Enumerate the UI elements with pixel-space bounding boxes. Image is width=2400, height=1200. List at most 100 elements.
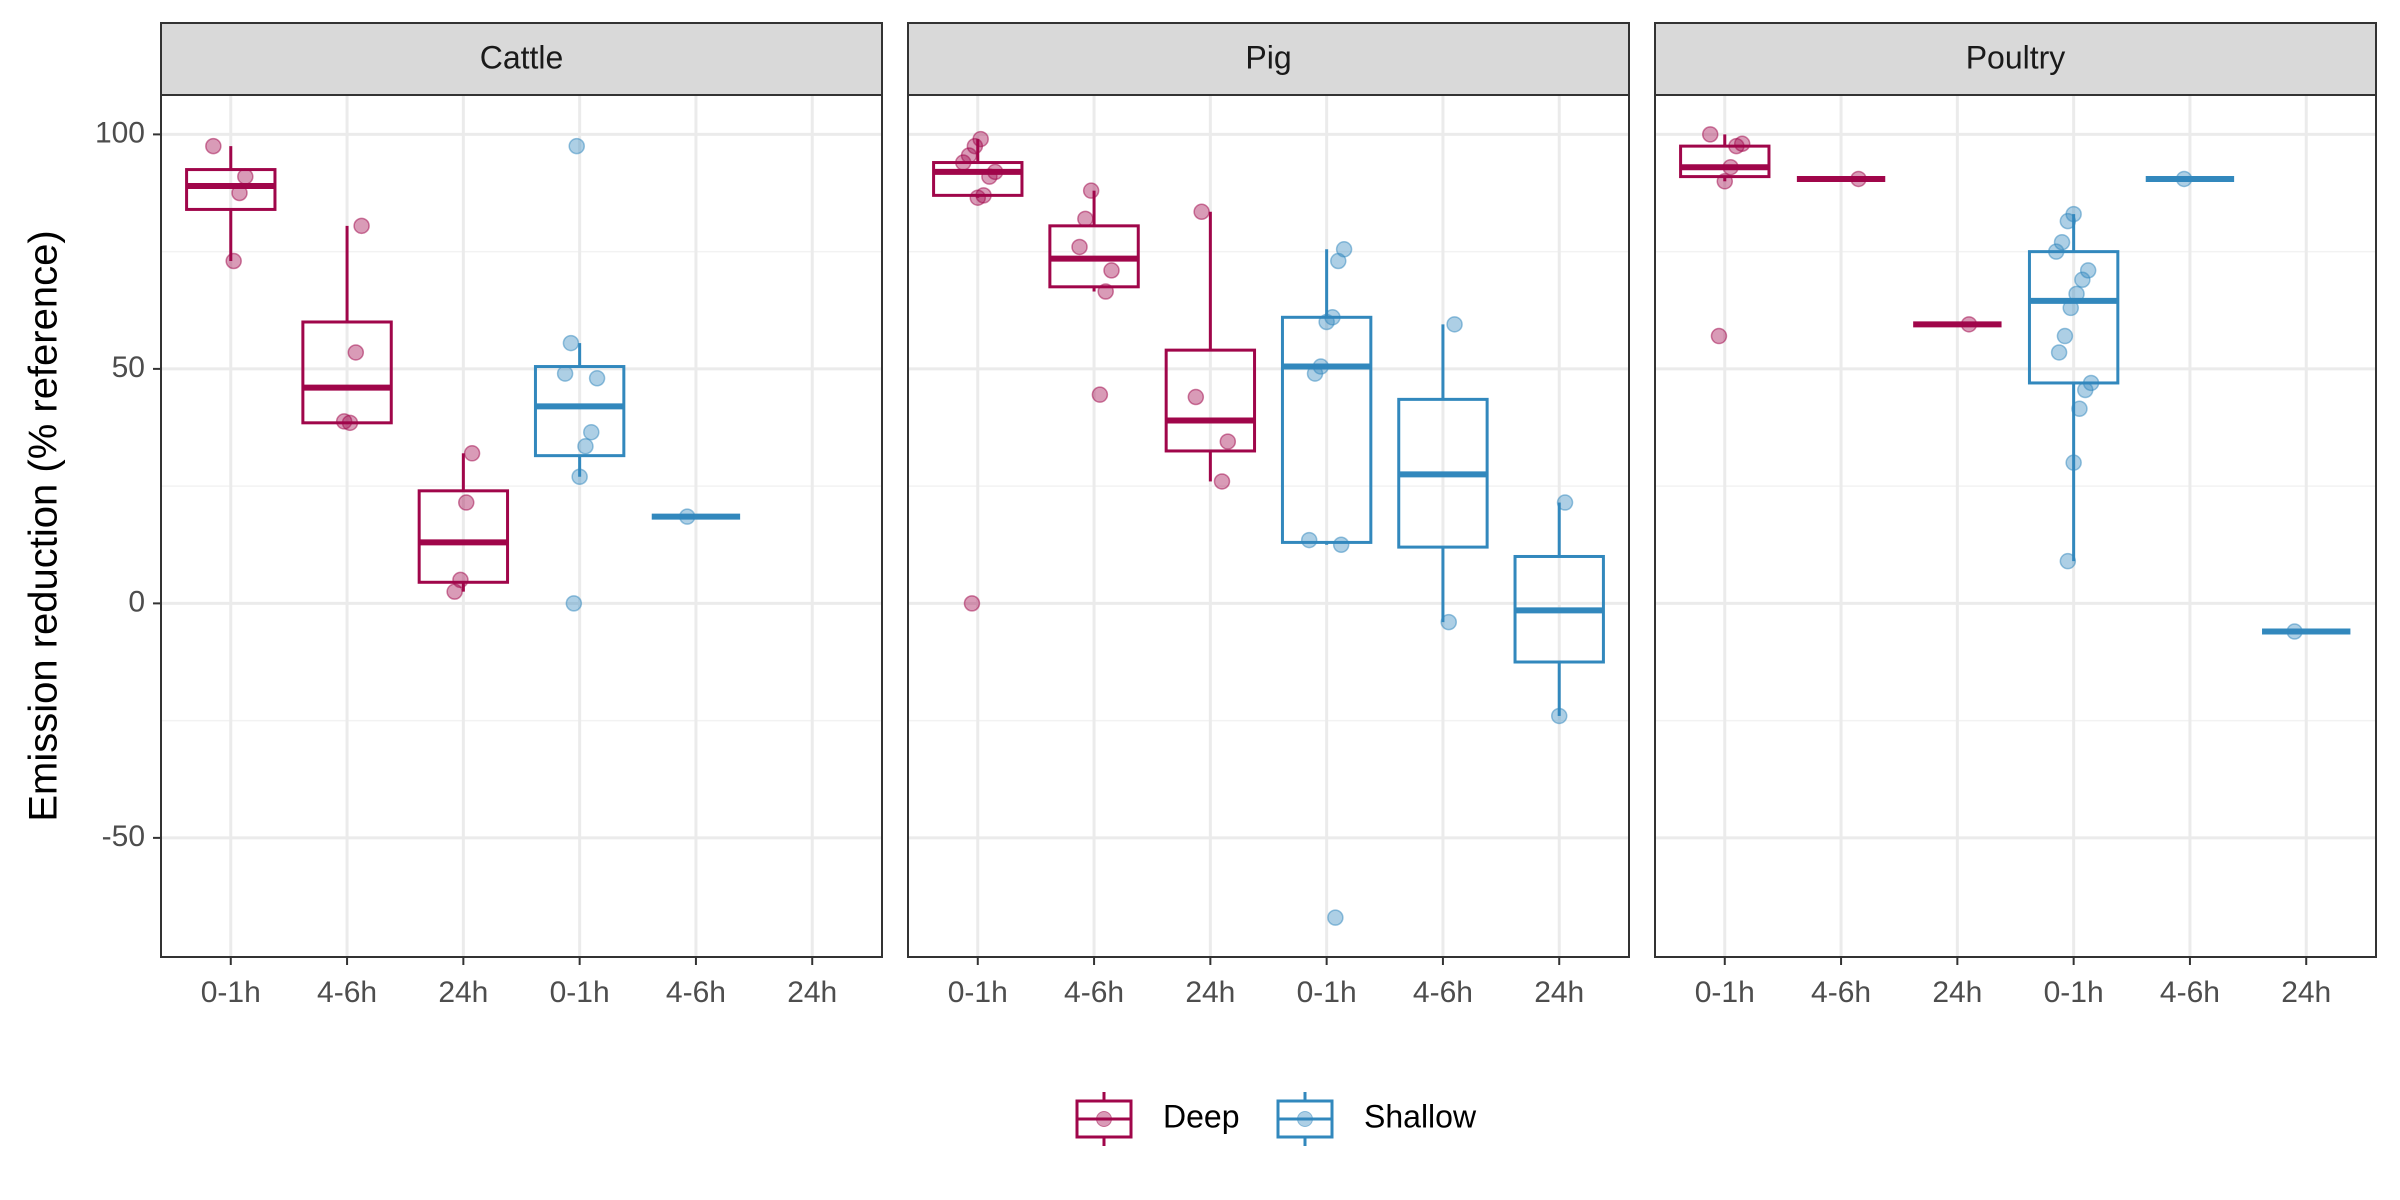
box — [1679, 144, 1771, 179]
x-tick-label: 0-1h — [1695, 976, 1755, 1009]
data-point — [1701, 126, 1719, 143]
data-point — [2059, 552, 2077, 570]
data-point — [1103, 262, 1120, 279]
data-point — [1306, 365, 1324, 382]
panel-border — [907, 94, 1630, 958]
data-point — [446, 583, 463, 600]
box — [185, 168, 277, 211]
data-point — [1082, 182, 1100, 199]
y-tick-label: 50 — [112, 351, 145, 384]
box — [1164, 348, 1257, 453]
x-tick-label: 0-1h — [2044, 976, 2104, 1009]
data-point — [2071, 400, 2088, 418]
data-point — [2286, 623, 2303, 640]
data-point — [2047, 243, 2065, 260]
data-point — [1556, 494, 1574, 511]
x-tick-label: 4-6h — [317, 976, 377, 1009]
data-point — [1550, 707, 1568, 725]
legend-label: Shallow — [1364, 1098, 1477, 1134]
data-point — [954, 154, 972, 171]
x-tick-label: 4-6h — [666, 976, 726, 1009]
data-point — [1300, 531, 1318, 549]
box — [533, 365, 626, 458]
x-tick-label: 4-6h — [1811, 976, 1871, 1009]
data-point — [347, 344, 365, 361]
data-point — [225, 252, 242, 270]
data-point — [1446, 316, 1463, 333]
data-point — [1077, 210, 1094, 228]
data-point — [335, 413, 353, 430]
data-point — [583, 423, 600, 441]
data-point — [1960, 316, 1978, 333]
legend-point — [1096, 1111, 1112, 1127]
data-point — [2175, 170, 2193, 188]
data-point — [1728, 137, 1745, 155]
data-point — [1716, 173, 1734, 190]
data-point — [2053, 234, 2071, 251]
data-point — [568, 137, 585, 155]
x-tick-label: 0-1h — [1297, 976, 1357, 1009]
data-point — [2074, 271, 2091, 289]
data-point — [1187, 388, 1205, 406]
y-tick-label: 0 — [128, 585, 145, 618]
legend-label: Deep — [1163, 1098, 1240, 1134]
data-point — [2068, 285, 2085, 303]
data-point — [2077, 381, 2094, 399]
data-point — [1193, 203, 1210, 221]
data-point — [341, 414, 359, 432]
data-point — [1071, 238, 1088, 256]
data-point — [1213, 473, 1231, 490]
y-tick-label: -50 — [102, 820, 145, 853]
data-point — [1318, 313, 1335, 331]
y-axis-label: Emission reduction (% reference) — [22, 230, 66, 821]
data-point — [231, 184, 248, 202]
data-point — [969, 189, 987, 206]
x-tick-label: 24h — [2281, 976, 2331, 1009]
data-point — [1440, 613, 1457, 631]
data-point — [458, 494, 475, 511]
x-tick-label: 4-6h — [1064, 976, 1124, 1009]
strip — [1654, 22, 2377, 96]
x-tick-label: 0-1h — [201, 976, 261, 1009]
y-tick-label: 100 — [95, 116, 145, 149]
legend-point — [1297, 1111, 1313, 1127]
box — [301, 320, 393, 425]
facet-title: Poultry — [1966, 39, 2066, 75]
data-point — [562, 334, 580, 352]
data-point — [1327, 909, 1344, 926]
data-point — [556, 365, 574, 382]
data-point — [205, 137, 222, 155]
data-point — [588, 370, 606, 387]
data-point — [2050, 344, 2068, 361]
strip — [160, 22, 883, 96]
data-point — [463, 445, 481, 462]
data-point — [237, 168, 254, 185]
data-point — [2056, 327, 2074, 345]
x-tick-label: 24h — [1932, 976, 1982, 1009]
data-point — [565, 595, 583, 612]
data-point — [1850, 170, 1867, 188]
box — [1280, 315, 1373, 544]
data-point — [1091, 386, 1109, 403]
x-tick-label: 0-1h — [550, 976, 610, 1009]
data-point — [2079, 262, 2097, 279]
facet-title: Pig — [1245, 39, 1291, 75]
data-point — [981, 168, 998, 185]
box — [932, 161, 1024, 197]
data-point — [1097, 283, 1114, 300]
data-point — [963, 595, 981, 612]
x-tick-label: 0-1h — [948, 976, 1008, 1009]
panel-border — [160, 94, 883, 958]
data-point — [966, 137, 984, 155]
data-point — [1332, 536, 1350, 554]
x-tick-label: 4-6h — [2160, 976, 2220, 1009]
data-point — [1710, 327, 1728, 345]
x-tick-label: 4-6h — [1413, 976, 1473, 1009]
x-tick-label: 24h — [438, 976, 488, 1009]
data-point — [577, 438, 594, 455]
box — [417, 489, 510, 584]
data-point — [2065, 454, 2082, 471]
data-point — [1722, 158, 1739, 176]
strip — [907, 22, 1630, 96]
